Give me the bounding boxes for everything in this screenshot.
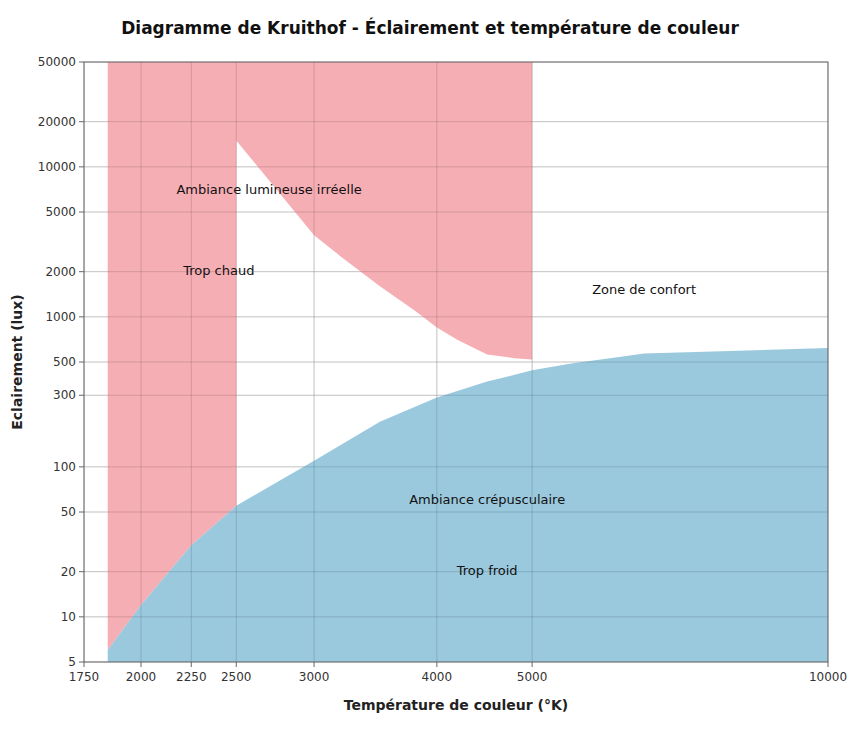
grid-line-y: [84, 616, 828, 617]
tick-y: [79, 571, 84, 572]
tick-y: [79, 316, 84, 317]
tick-y: [79, 271, 84, 272]
tick-x: [191, 662, 192, 667]
grid-line-y: [84, 512, 828, 513]
grid-line-y: [84, 466, 828, 467]
annotation: Trop froid: [456, 563, 518, 578]
grid: [84, 62, 828, 662]
title: Diagramme de Kruithof - Éclairement et t…: [121, 17, 739, 38]
tick-x: [828, 662, 829, 667]
tick-y: [79, 616, 84, 617]
tick-y: [79, 662, 84, 663]
grid-line-y: [84, 316, 828, 317]
grid-line-y: [84, 166, 828, 167]
grid-overlay: [84, 62, 828, 662]
annotation: Zone de confort: [592, 282, 696, 297]
tick-label-y: 10000: [38, 160, 76, 174]
grid-line-y: [84, 316, 828, 317]
tick-label-x: 4000: [422, 670, 453, 684]
plot-background: [84, 62, 828, 662]
tick-y: [79, 512, 84, 513]
x-axis-label: Température de couleur (°K): [344, 697, 569, 713]
tick-y: [79, 466, 84, 467]
tick-label-y: 10: [61, 610, 76, 624]
grid-line-y: [84, 362, 828, 363]
tick-label-y: 5: [68, 655, 76, 669]
tick-x: [532, 662, 533, 667]
annotation: Ambiance lumineuse irréelle: [176, 182, 361, 197]
tick-label-y: 100: [53, 460, 76, 474]
tick-label-y: 500: [53, 355, 76, 369]
grid-line-y: [84, 212, 828, 213]
annotation: Trop chaud: [182, 263, 254, 278]
grid-line-y: [84, 362, 828, 363]
grid-line-y: [84, 212, 828, 213]
tick-x: [140, 662, 141, 667]
tick-x: [436, 662, 437, 667]
tick-y: [79, 166, 84, 167]
tick-label-x: 2000: [126, 670, 157, 684]
tick-label-y: 2000: [45, 265, 76, 279]
tick-y: [79, 362, 84, 363]
grid-line-y: [84, 395, 828, 396]
grid-line-y: [84, 166, 828, 167]
grid-line-y: [84, 395, 828, 396]
chart: 1750 2000 2250 2500 3000 4000 5000 10000 5 10 20 50…: [0, 0, 860, 734]
tick-y: [79, 212, 84, 213]
tick-label-x: 5000: [517, 670, 548, 684]
tick-x: [84, 662, 85, 667]
grid-line-y: [84, 466, 828, 467]
tick-label-x: 2250: [176, 670, 207, 684]
tick-y: [79, 395, 84, 396]
grid-line-y: [84, 121, 828, 122]
tick-x: [314, 662, 315, 667]
tick-label-y: 300: [53, 388, 76, 402]
axes: 1750 2000 2250 2500 3000 4000 5000 10000 5 10 20 50…: [38, 55, 847, 684]
grid-line-y: [84, 121, 828, 122]
tick-y: [79, 62, 84, 63]
tick-label-y: 5000: [45, 205, 76, 219]
grid-line-y: [84, 616, 828, 617]
tick-label-x: 10000: [809, 670, 847, 684]
plot-frame: [84, 62, 828, 662]
annotations: Ambiance lumineuse irréelle Trop chaud Zon…: [176, 182, 696, 579]
tick-label-y: 1000: [45, 310, 76, 324]
tick-label-x: 1750: [69, 670, 100, 684]
tick-label-x: 2500: [221, 670, 252, 684]
annotation: Ambiance crépusculaire: [409, 492, 565, 507]
tick-x: [236, 662, 237, 667]
tick-label-y: 20: [61, 565, 76, 579]
tick-label-y: 50000: [38, 55, 76, 69]
tick-label-y: 20000: [38, 115, 76, 129]
y-axis-label: Eclairement (lux): [9, 294, 25, 430]
tick-y: [79, 121, 84, 122]
tick-label-y: 50: [61, 505, 76, 519]
grid-line-y: [84, 512, 828, 513]
tick-label-x: 3000: [299, 670, 330, 684]
